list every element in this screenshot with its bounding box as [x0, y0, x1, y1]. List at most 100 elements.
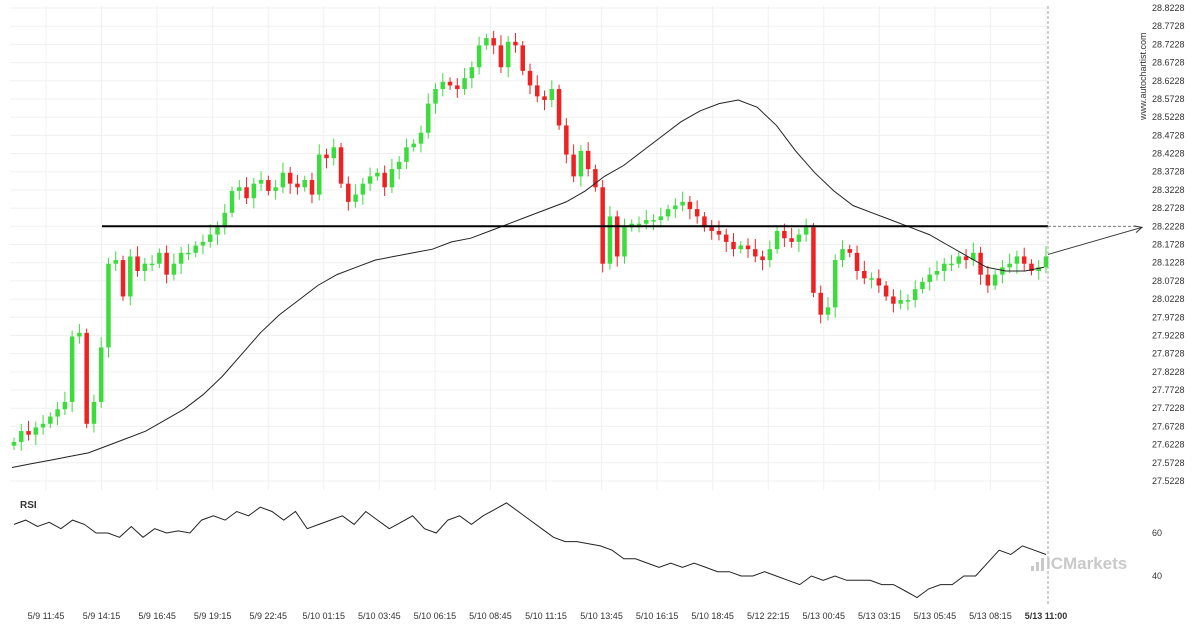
candle-body-up — [273, 187, 278, 191]
candle — [222, 204, 228, 235]
candle — [382, 165, 387, 197]
candle-body-up — [229, 190, 235, 213]
candle-body-up — [840, 249, 845, 261]
candle — [287, 166, 293, 194]
price-tick-label: 27.8228 — [1152, 367, 1185, 377]
candle — [418, 125, 424, 153]
rsi-tick-label: 60 — [1152, 528, 1162, 538]
candle — [985, 265, 991, 293]
candle — [956, 252, 962, 269]
time-tick-label: 5/9 22:45 — [249, 611, 287, 621]
price-tick-label: 28.0728 — [1152, 276, 1185, 286]
time-tick-label: 5/10 01:15 — [303, 611, 346, 621]
candle — [811, 222, 816, 298]
candle-body-down — [287, 172, 293, 184]
candle — [862, 260, 867, 285]
time-tick-label: 5/10 08:45 — [469, 611, 512, 621]
time-tick-label: 5/10 13:45 — [580, 611, 623, 621]
candle — [760, 250, 765, 271]
candle-body-down — [985, 274, 991, 286]
candle — [673, 198, 678, 218]
candle-body-up — [353, 194, 358, 202]
candle — [738, 241, 744, 254]
candle-body-up — [673, 205, 678, 210]
candle — [513, 33, 518, 53]
time-tick-label: 5/9 19:15 — [194, 611, 232, 621]
time-tick-label: 5/9 11:45 — [28, 611, 65, 621]
candle — [273, 180, 278, 200]
candle — [527, 63, 533, 95]
candle-body-up — [48, 416, 53, 424]
candle-body-up — [77, 332, 82, 337]
candle — [963, 249, 969, 269]
candle — [1007, 253, 1012, 274]
candle-body-down — [556, 89, 562, 126]
candle — [244, 177, 249, 205]
candle — [840, 240, 845, 268]
candle-body-up — [1036, 267, 1041, 271]
candle — [346, 176, 351, 211]
candle-body-up — [55, 409, 60, 417]
candle-body-up — [949, 263, 954, 266]
candle-body-up — [40, 423, 46, 428]
time-tick-label: 5/9 16:45 — [138, 611, 176, 621]
candle — [193, 241, 198, 258]
candle-body-up — [418, 132, 424, 144]
candle — [26, 420, 31, 441]
candle — [135, 246, 140, 277]
candle — [782, 223, 787, 247]
candle — [585, 142, 591, 177]
candle — [33, 421, 39, 445]
candle — [1021, 247, 1027, 271]
candle — [440, 73, 446, 97]
candle — [128, 249, 133, 306]
candle-body-down — [266, 180, 271, 191]
candle — [491, 30, 496, 55]
candle-body-up — [258, 180, 264, 184]
candle — [614, 210, 620, 267]
candle — [920, 277, 925, 294]
candle — [484, 33, 489, 50]
candle-body-down — [694, 209, 700, 217]
brand-name: ICMarkets — [1046, 554, 1127, 573]
candle — [542, 90, 547, 111]
candle — [19, 423, 24, 451]
candle — [178, 246, 184, 274]
candle — [149, 254, 155, 271]
candle — [825, 297, 831, 321]
candle-body-up — [62, 401, 68, 410]
candle-body-down — [542, 96, 547, 100]
candle-body-up — [178, 252, 184, 264]
moving-average-layer — [11, 99, 1045, 468]
time-tick-label: 5/13 11:00 — [1025, 611, 1068, 621]
price-axis: 28.8228 28.7728 28.7228 28.6728 28.6228 28.57… — [1152, 3, 1185, 486]
candle-body-up — [505, 41, 511, 68]
candle-body-up — [774, 230, 780, 250]
candle — [1014, 250, 1020, 274]
candle-body-up — [375, 172, 380, 177]
candle — [942, 257, 947, 282]
candle — [498, 35, 504, 74]
candle-body-down — [527, 70, 533, 86]
time-tick-label: 5/10 03:45 — [358, 611, 401, 621]
candle — [934, 260, 940, 281]
candle-body-down — [716, 230, 722, 235]
candle-body-up — [302, 180, 307, 188]
candle-body-up — [578, 150, 584, 177]
candle — [898, 289, 903, 310]
candle — [462, 67, 467, 95]
price-tick-label: 27.9728 — [1152, 312, 1185, 322]
candle — [905, 294, 911, 311]
candle-body-up — [1043, 256, 1049, 268]
candle-body-up — [796, 234, 802, 242]
candle-body-down — [1029, 263, 1034, 271]
price-tick-label: 27.7228 — [1152, 403, 1185, 413]
candle — [55, 401, 60, 426]
candle-body-down — [593, 169, 598, 188]
candle-body-up — [1007, 263, 1012, 268]
candle-body-down — [731, 241, 736, 250]
candle — [1029, 259, 1034, 276]
candle-body-down — [891, 296, 896, 304]
candle — [665, 204, 671, 221]
